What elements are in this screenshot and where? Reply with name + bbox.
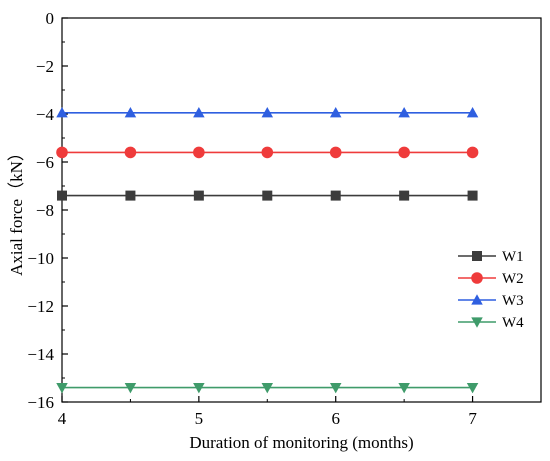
data-point — [124, 107, 137, 118]
legend-item: W4 — [458, 315, 524, 331]
legend-item: W1 — [458, 249, 524, 265]
ticks: 4 5 6 7 0 −2 −4 −6 −8 −10 −12 −14 −16 — [27, 9, 477, 428]
x-axis-title: Duration of monitoring (months) — [189, 433, 413, 452]
series-w3 — [56, 107, 479, 118]
y-tick-label: −8 — [36, 201, 54, 220]
data-point — [329, 107, 342, 118]
data-point — [57, 190, 67, 201]
data-point — [466, 146, 479, 159]
data-point — [466, 107, 479, 118]
data-point — [125, 190, 136, 201]
series-layer — [56, 107, 479, 394]
data-point — [262, 190, 273, 201]
y-tick-label: −6 — [36, 153, 54, 172]
y-tick-label: −4 — [36, 105, 55, 124]
data-point — [329, 383, 342, 394]
y-tick-label: −16 — [27, 393, 54, 412]
x-tick-label: 6 — [331, 409, 340, 428]
data-point — [56, 146, 68, 159]
legend-item: W2 — [458, 271, 524, 287]
data-point — [261, 107, 274, 118]
plot-frame — [61, 17, 542, 403]
legend-marker — [471, 317, 483, 328]
x-tick-label: 5 — [195, 409, 204, 428]
legend: W1 W2 W3 W4 — [458, 249, 524, 331]
data-point — [329, 146, 342, 159]
data-point — [467, 190, 478, 201]
legend-item: W3 — [458, 293, 524, 309]
series-w1 — [57, 190, 478, 201]
data-point — [193, 383, 205, 394]
axes — [61, 17, 542, 403]
y-tick-label: −14 — [27, 345, 54, 364]
y-tick-label: 0 — [46, 9, 55, 28]
x-tick-label: 7 — [468, 409, 477, 428]
data-point — [330, 190, 341, 201]
data-point — [124, 383, 137, 394]
data-point — [124, 146, 137, 159]
data-point — [261, 146, 274, 159]
y-tick-label: −10 — [27, 249, 54, 268]
series-w4 — [56, 383, 479, 394]
data-point — [56, 107, 68, 118]
data-point — [261, 383, 274, 394]
data-point — [193, 146, 205, 159]
legend-marker — [471, 272, 483, 284]
legend-label: W3 — [502, 293, 524, 309]
legend-label: W1 — [502, 249, 524, 265]
y-tick-label: −2 — [36, 57, 54, 76]
legend-label: W4 — [502, 315, 524, 331]
y-axis-title: Axial force（kN） — [7, 144, 26, 276]
y-tick-label: −12 — [27, 297, 54, 316]
data-point — [398, 107, 410, 118]
x-tick-label: 4 — [58, 409, 67, 428]
data-point — [56, 383, 68, 394]
series-w2 — [56, 146, 479, 159]
legend-marker — [472, 251, 482, 261]
data-point — [399, 190, 410, 201]
data-point — [466, 383, 479, 394]
legend-label: W2 — [502, 271, 524, 287]
data-point — [193, 107, 205, 118]
data-point — [193, 190, 204, 201]
data-point — [398, 383, 410, 394]
data-point — [398, 146, 410, 159]
legend-marker — [471, 294, 483, 305]
